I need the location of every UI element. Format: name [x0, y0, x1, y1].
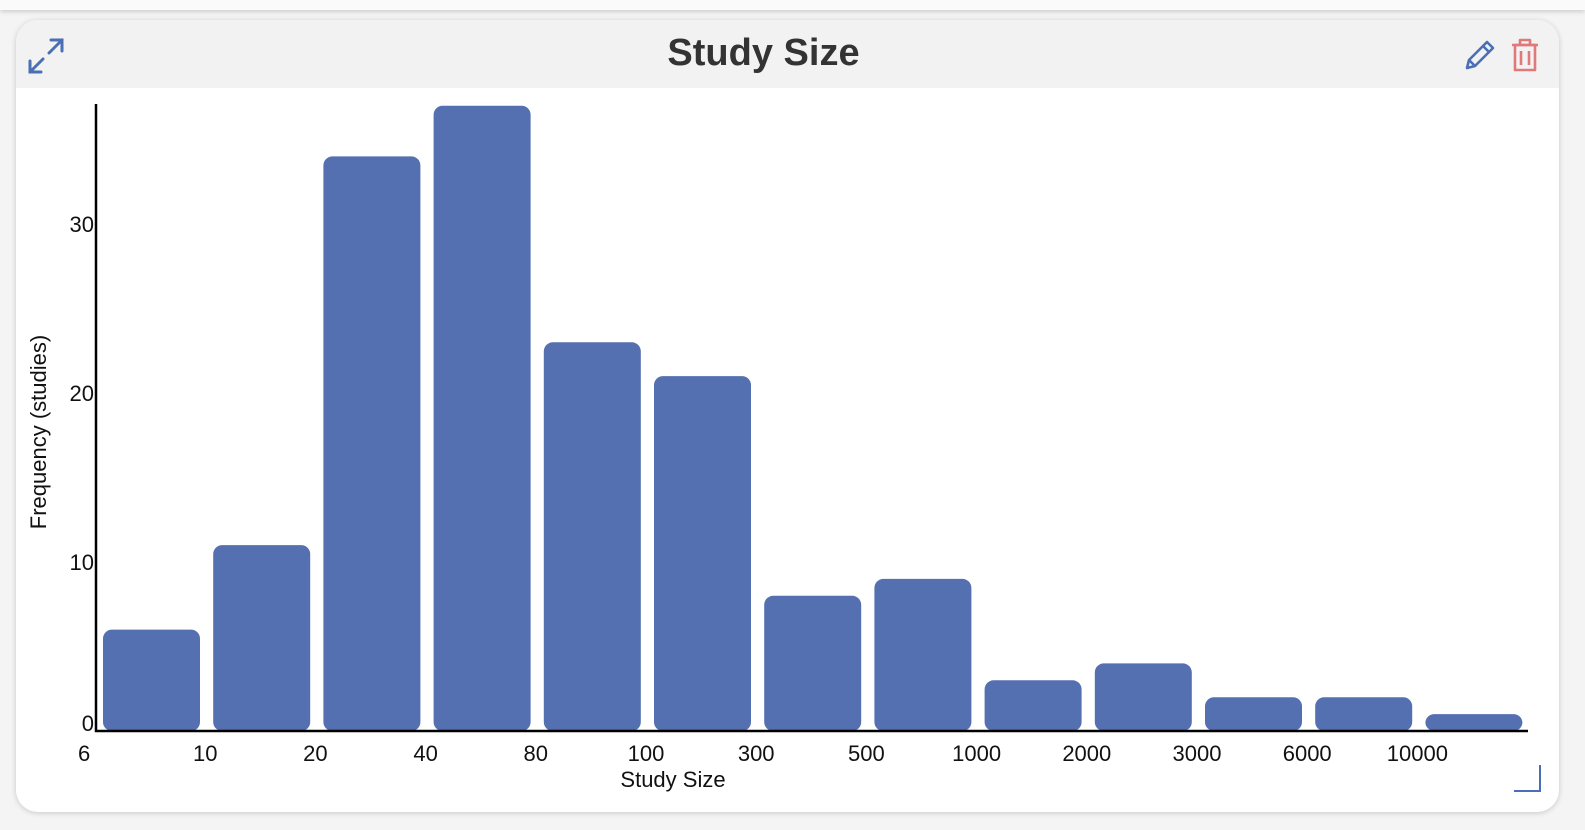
y-tick-label: 20 [70, 381, 94, 406]
y-tick-label: 0 [82, 711, 94, 736]
bar-2000 [1094, 663, 1192, 731]
pencil-icon[interactable] [1463, 38, 1497, 72]
bar-500 [874, 578, 972, 731]
histogram-chart: 0 10 20 30 6 10 20 40 80 100 300 500 1000 2000 3000 60… [26, 104, 1528, 792]
y-ticks-group: 0 10 20 30 [70, 212, 94, 736]
bar-3000 [1205, 697, 1302, 731]
panel-title: Study Size [667, 32, 860, 74]
x-tick-label: 6 [78, 741, 90, 766]
bar-10 [213, 545, 311, 731]
bar-300 [764, 595, 862, 731]
panel-header: Study Size [16, 20, 1559, 88]
x-tick-label: 80 [524, 741, 548, 766]
x-tick-label: 300 [738, 741, 775, 766]
bar-80 [543, 342, 641, 731]
x-ticks-group: 6 10 20 40 80 100 300 500 1000 2000 3000 6000 10000 [78, 741, 1448, 766]
bar-6 [103, 629, 200, 731]
y-axis-label: Frequency (studies) [26, 335, 51, 529]
bar-20 [323, 156, 421, 731]
x-tick-label: 1000 [952, 741, 1001, 766]
x-tick-label: 3000 [1173, 741, 1222, 766]
trash-icon[interactable] [1508, 37, 1542, 73]
chart-panel: Study Size [16, 20, 1559, 812]
expand-icon[interactable] [26, 36, 66, 76]
bar-10000 [1425, 714, 1523, 731]
top-bar [0, 0, 1585, 10]
bars-group [103, 105, 1523, 731]
x-tick-label: 20 [303, 741, 327, 766]
bar-6000 [1315, 697, 1413, 731]
resize-corner-icon[interactable] [1514, 765, 1542, 793]
bar-40 [433, 105, 531, 731]
x-tick-label: 2000 [1062, 741, 1111, 766]
bar-100 [654, 376, 751, 731]
x-tick-label: 500 [848, 741, 885, 766]
y-tick-label: 10 [70, 550, 94, 575]
x-tick-label: 10000 [1387, 741, 1448, 766]
x-tick-label: 40 [413, 741, 437, 766]
bar-1000 [984, 680, 1082, 731]
x-tick-label: 6000 [1283, 741, 1332, 766]
x-tick-label: 100 [628, 741, 665, 766]
y-tick-label: 30 [70, 212, 94, 237]
x-axis-label: Study Size [620, 767, 725, 792]
x-tick-label: 10 [193, 741, 217, 766]
